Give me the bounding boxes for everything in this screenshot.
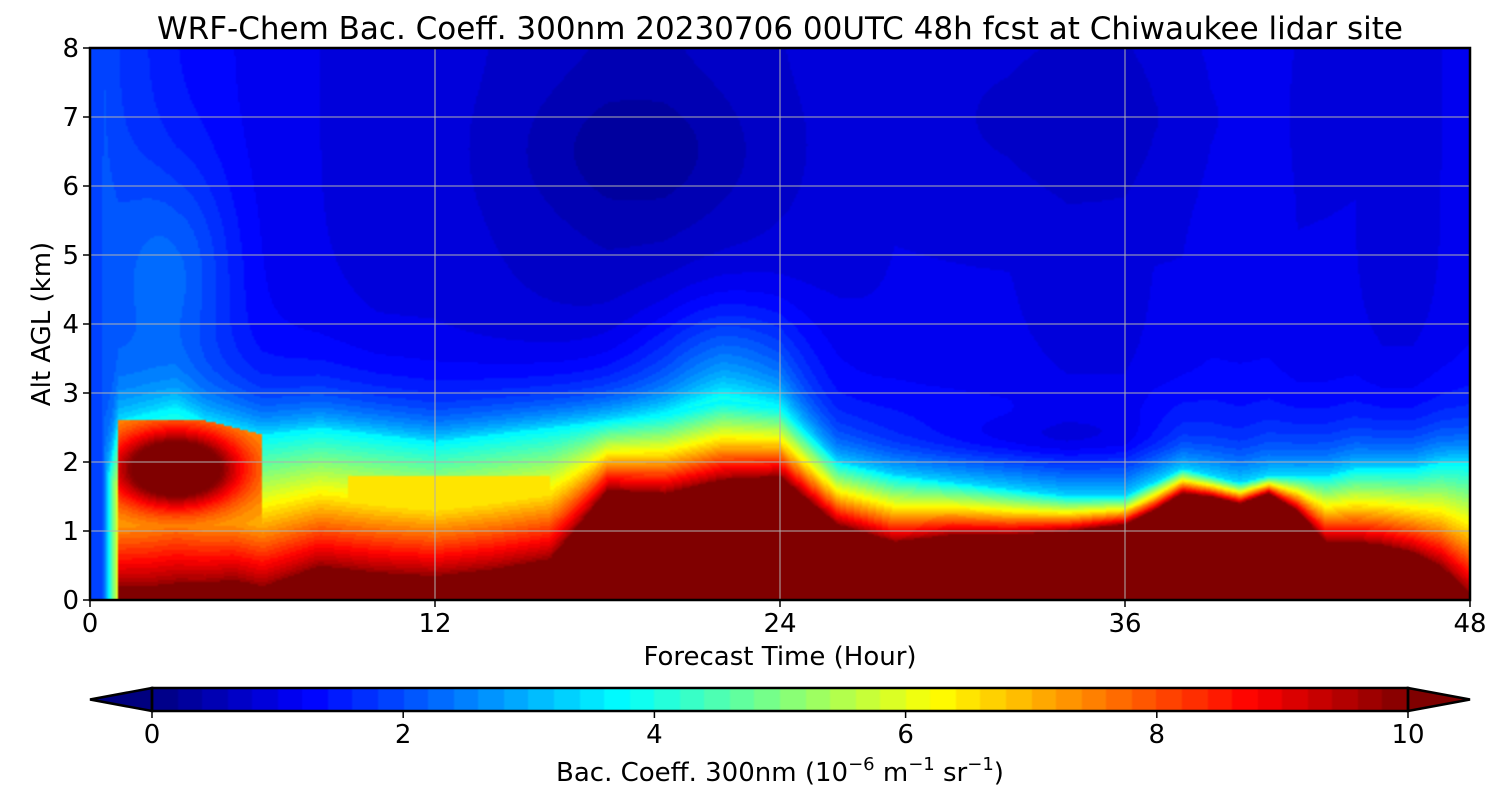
colorbar-tick-label: 6	[897, 720, 914, 750]
colorbar-tick-label: 2	[395, 720, 412, 750]
y-tick-label: 4	[62, 310, 79, 340]
x-axis-label: Forecast Time (Hour)	[643, 642, 916, 672]
y-tick-label: 2	[62, 448, 79, 478]
colorbar-tick-label: 0	[144, 720, 161, 750]
colorbar-frame	[150, 686, 1410, 713]
x-axis: 0 12 24 36 48	[82, 600, 1487, 639]
colorbar-tick-label: 8	[1149, 720, 1166, 750]
colorbar-under-extension	[89, 686, 154, 713]
chart-title: WRF-Chem Bac. Coeff. 300nm 20230706 00UT…	[157, 11, 1403, 47]
y-axis-label: Alt AGL (km)	[27, 242, 57, 406]
colorbar-tick-label: 4	[646, 720, 663, 750]
x-tick-label: 12	[418, 609, 451, 639]
colorbar-label: Bac. Coeff. 300nm (10−6 m−1 sr−1)	[556, 754, 1004, 788]
y-tick-label: 8	[62, 34, 79, 64]
colorbar-tick-label: 10	[1391, 720, 1424, 750]
plot-grid	[89, 47, 1471, 601]
x-tick-label: 0	[82, 609, 99, 639]
y-axis: 0 1 2 3 4 5 6 7 8	[62, 34, 90, 616]
y-tick-label: 7	[62, 103, 79, 133]
x-tick-label: 36	[1108, 609, 1141, 639]
y-tick-label: 1	[62, 517, 79, 547]
colorbar-gradient	[152, 688, 1408, 711]
y-tick-label: 0	[62, 586, 79, 616]
x-tick-label: 48	[1453, 609, 1486, 639]
colorbar-over-extension	[1406, 686, 1471, 713]
colorbar-ticks: 0 2 4 6 8 10	[144, 711, 1425, 750]
x-tick-label: 24	[763, 609, 796, 639]
y-tick-label: 5	[62, 241, 79, 271]
y-tick-label: 6	[62, 172, 79, 202]
y-tick-label: 3	[62, 379, 79, 409]
